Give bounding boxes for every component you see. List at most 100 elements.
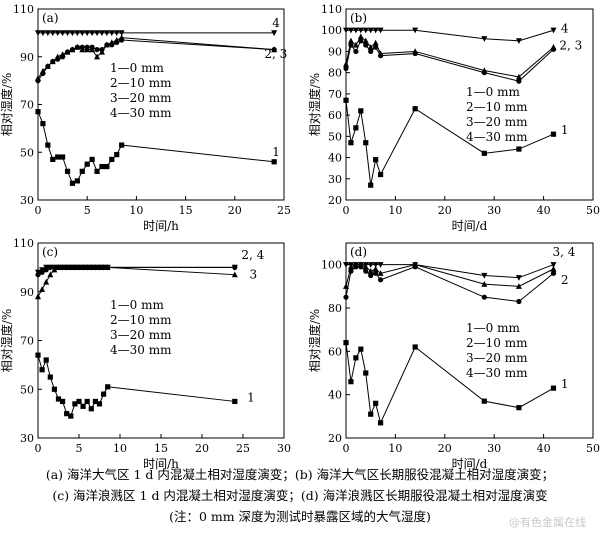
panel-a-y-tick-label: 30 — [20, 194, 34, 207]
panel-a-x-tick-label: 15 — [179, 204, 193, 217]
panel-a-series-4-point — [118, 30, 125, 37]
panel-a-series-3-point — [84, 46, 91, 53]
panel-a-y-tick-label: 90 — [20, 51, 34, 64]
panel-b-series-3-point — [372, 39, 379, 46]
panel-c-legend-entry: 3—20 mm — [110, 328, 172, 342]
panel-a-series-3-point — [94, 53, 101, 60]
panel-d-series-2-point — [363, 268, 369, 274]
panel-c-y-axis-label: 相对湿度/% — [0, 309, 14, 372]
caption-line-3: (注：0 mm 深度为测试时暴露区域的大气湿度) — [169, 509, 431, 524]
panel-b-y-tick-label: 50 — [328, 130, 342, 143]
panel-d-legend-entry: 2—10 mm — [466, 336, 528, 350]
panel-b-series-4-point — [352, 27, 359, 34]
panel-d-legend-entry: 4—30 mm — [466, 366, 528, 380]
panel-c-series-1-point — [47, 374, 53, 380]
panel-c-series-1-point — [80, 403, 86, 409]
panel-d-curve-label: 2 — [561, 273, 569, 287]
panel-b-x-tick-label: 0 — [343, 204, 350, 217]
panel-b-series-3-point — [481, 67, 488, 74]
panel-c-curve-label: 1 — [247, 390, 255, 404]
panel-d-series-4-point — [550, 262, 557, 268]
panel-b-series-3-point — [347, 37, 354, 44]
panel-d-series-2-point — [368, 272, 374, 279]
panel-c-legend-entry: 4—30 mm — [110, 343, 172, 357]
panel-c-series-4-point — [55, 264, 62, 271]
panel-a-series-4-point — [94, 30, 101, 37]
panel-b-y-tick-label: 110 — [321, 3, 342, 16]
panel-a-curve-label: 2, 3 — [264, 47, 287, 61]
panel-b-series-4-point — [343, 27, 349, 34]
panel-a-series-3-point — [74, 44, 81, 50]
panel-d-series-2-point — [373, 270, 379, 276]
panel-c-series-4-point — [96, 264, 103, 271]
panel-c-series-1-point — [43, 357, 49, 363]
panel-d-series-4-point — [481, 272, 488, 279]
panel-b-series-1-point — [412, 106, 418, 112]
panel-a-legend-entry: 1—0 mm — [110, 61, 164, 75]
panel-a-series-4-point — [54, 30, 61, 37]
panel-a-panel-label: (a) — [42, 11, 59, 25]
panel-c-x-tick-label: 30 — [277, 442, 291, 455]
panel-a-series-4-point — [84, 30, 91, 37]
panel-a-series-1-point — [109, 156, 115, 163]
panel-d-legend-entry: 1—0 mm — [466, 321, 520, 335]
panel-a-series-4-point — [271, 30, 278, 37]
panel-c-series-4-point — [51, 264, 58, 271]
panel-d-x-tick-label: 20 — [438, 442, 452, 455]
panel-b-legend-entry: 4—30 mm — [466, 130, 528, 144]
panel-b-legend-entry: 3—20 mm — [466, 115, 528, 129]
panel-a-series-3-point — [118, 34, 125, 41]
panel-c-series-3-point — [43, 278, 50, 285]
panel-d-x-tick-label: 30 — [487, 442, 501, 455]
panel-c-series-4-point — [92, 264, 99, 271]
panel-c-curve-label: 2, 4 — [241, 248, 264, 262]
panel-d-series-3-point — [372, 265, 379, 272]
panel-c-series-4-point — [67, 264, 74, 271]
panel-b-series-1-point — [363, 140, 369, 146]
panel-a-series-1-point — [45, 142, 51, 148]
panel-a-y-tick-label: 110 — [13, 3, 34, 16]
panel-c-series-1-point — [51, 386, 57, 392]
watermark: @有色金属在线 — [509, 516, 586, 529]
panel-d-series-2-point — [377, 277, 384, 283]
panel-a-series-3-point — [69, 46, 76, 53]
panel-a-series-4-point — [108, 30, 115, 37]
panel-b-series-3-point — [362, 37, 369, 44]
panel-a-series-1-point — [74, 178, 80, 184]
panel-a-series-1-line — [37, 111, 275, 184]
panel-c-series-3-point — [35, 293, 41, 300]
panel-b-series-1-point — [348, 140, 354, 146]
panel-a-series-3-point — [54, 53, 61, 60]
panel-a-series-4-point — [113, 30, 120, 37]
panel-d-series-1-point — [358, 346, 364, 352]
panel-c-x-tick-label: 20 — [195, 442, 209, 455]
panel-c-series-1-point — [68, 413, 74, 419]
panel-b-series-1-point — [377, 171, 384, 178]
panel-b-x-tick-label: 10 — [388, 204, 402, 217]
panel-b-series-4-point — [412, 27, 419, 34]
panel-c-series-3-point — [39, 286, 46, 292]
panel-d-series-3-point — [343, 283, 349, 289]
panel-c-series-1-point — [84, 398, 90, 405]
panel-c-series-4-point — [39, 267, 46, 274]
panel-a-x-tick-label: 25 — [277, 204, 291, 217]
panel-b-series-3-point — [515, 73, 522, 80]
panel-d-x-tick-label: 40 — [537, 442, 551, 455]
panel-d-series-1-point — [353, 355, 359, 361]
panel-c-series-1-point — [72, 401, 78, 407]
panel-c-series-1-point — [105, 384, 111, 390]
panel-b-y-tick-label: 60 — [328, 109, 342, 122]
panel-b-series-4-point — [377, 27, 384, 34]
panel-a-series-1-point — [60, 154, 66, 160]
panel-d-series-4-point — [372, 262, 379, 268]
panel-d-series-2-point — [481, 294, 487, 300]
panel-b-series-1-point — [481, 150, 487, 156]
panel-d-series-4-point — [343, 262, 349, 268]
panel-d-series-1-point — [412, 344, 418, 350]
panel-d-series-3-point — [481, 280, 488, 287]
panel-a-series-4-point — [103, 30, 110, 37]
panel-a-series-1-point — [40, 121, 46, 127]
panel-b-series-1-point — [343, 97, 349, 103]
panel-b-x-axis-label: 时间/d — [452, 219, 488, 233]
